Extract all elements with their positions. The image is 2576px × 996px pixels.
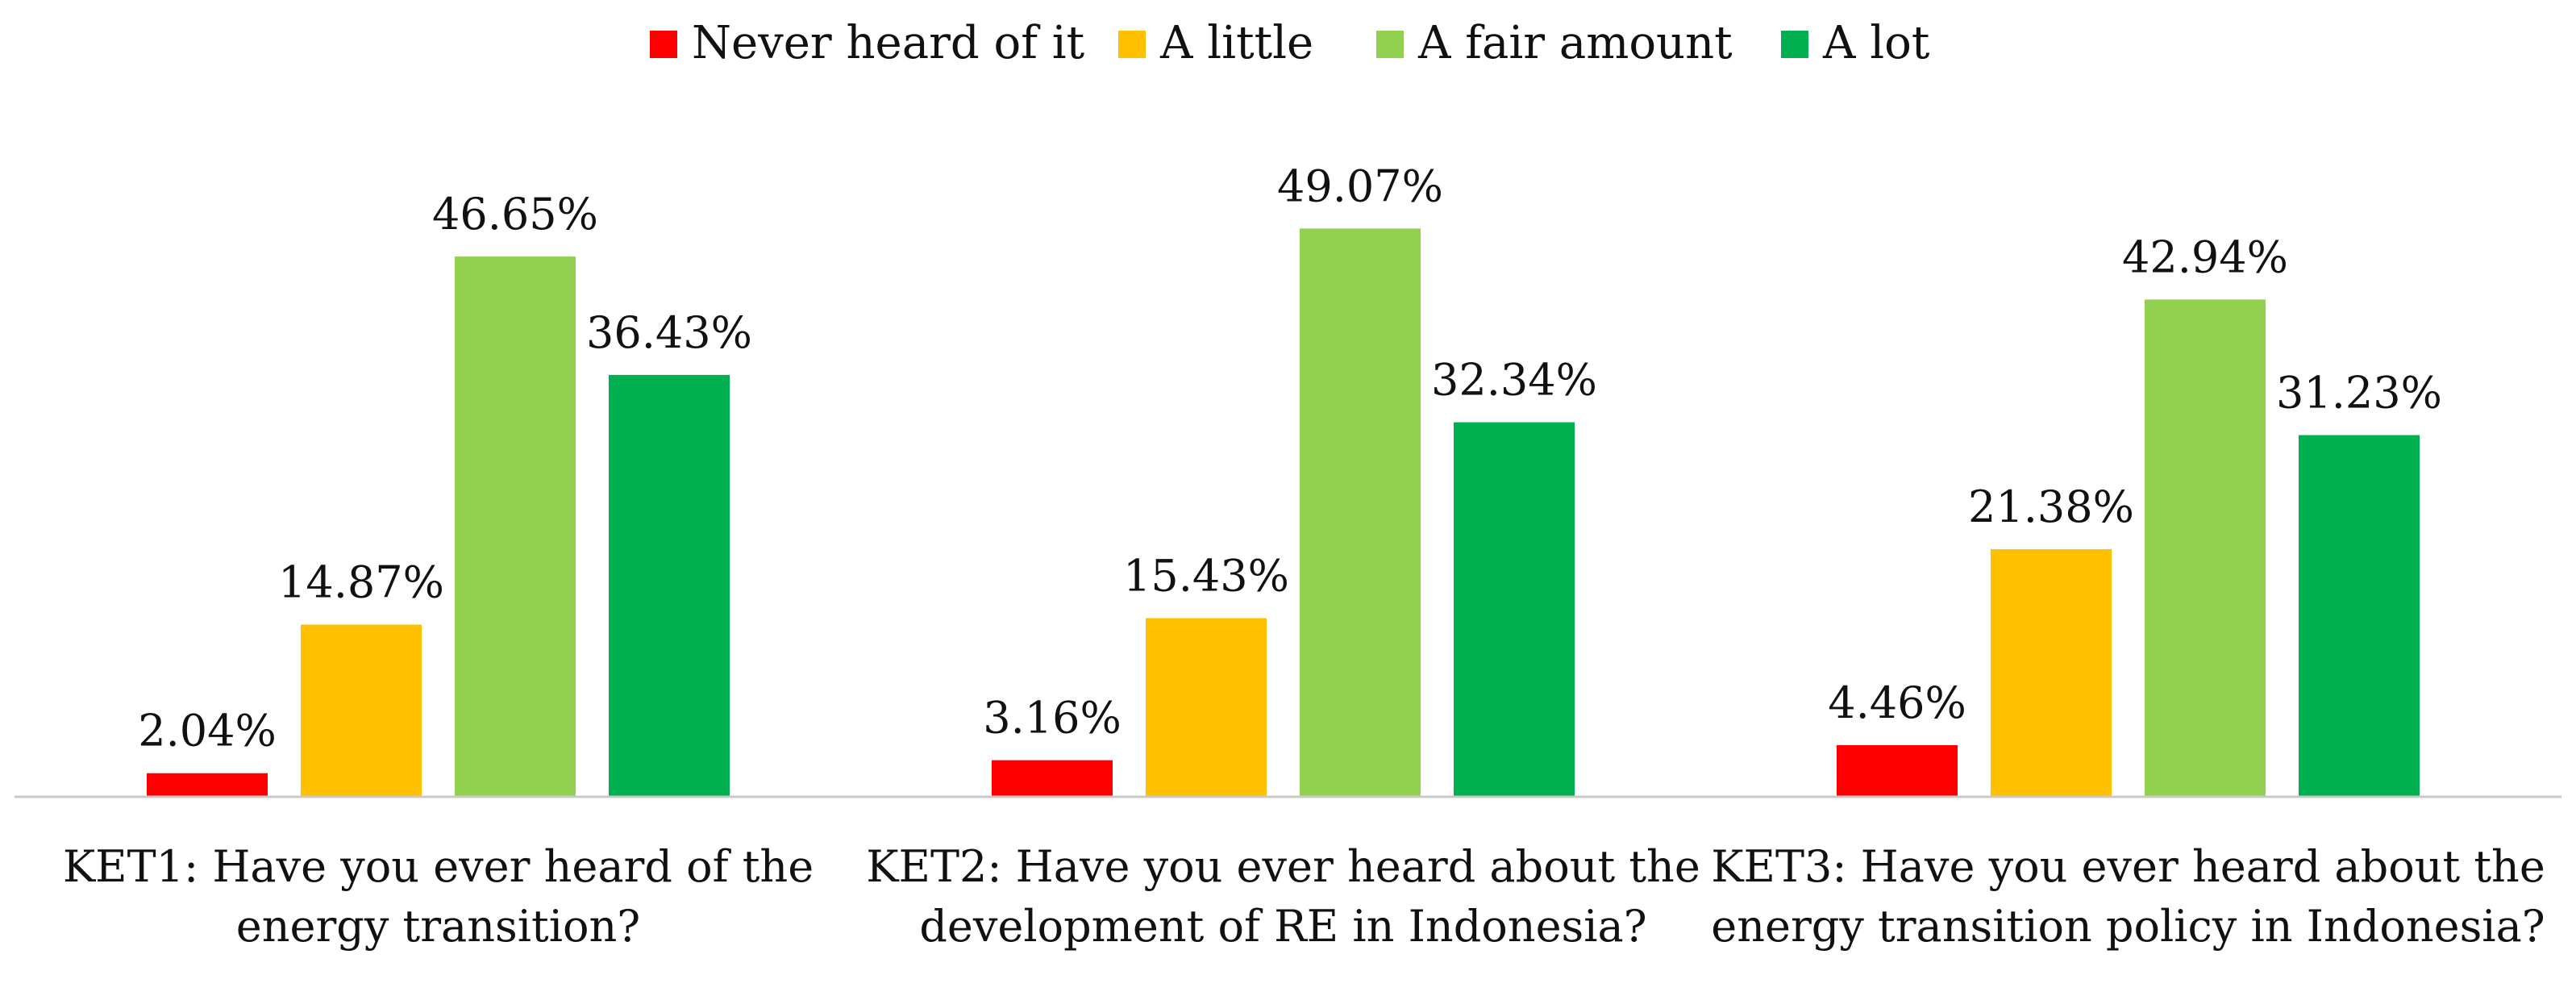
data-label-2-4: 32.34% xyxy=(1431,355,1597,406)
legend-swatch-1 xyxy=(650,31,677,58)
category-label-3-line-2: energy transition policy in Indonesia? xyxy=(1711,901,2545,952)
bar-3-3 xyxy=(2145,299,2266,797)
category-label-3-line-1: KET3: Have you ever heard about the xyxy=(1711,841,2545,892)
bar-3-4 xyxy=(2299,435,2420,797)
data-label-2-1: 3.16% xyxy=(983,693,1122,744)
data-label-2-2: 15.43% xyxy=(1123,550,1289,601)
legend-label-4: A lot xyxy=(1822,17,1930,69)
legend-swatch-2 xyxy=(1118,31,1146,58)
data-label-3-4: 31.23% xyxy=(2276,368,2442,419)
legend-label-1: Never heard of it xyxy=(692,17,1085,69)
data-label-3-2: 21.38% xyxy=(1968,481,2134,532)
legend: Never heard of it A little A fair amount A … xyxy=(650,17,1930,69)
bar-1-3 xyxy=(455,256,576,798)
data-label-3-3: 42.94% xyxy=(2122,231,2288,282)
data-label-3-1: 4.46% xyxy=(1828,677,1966,728)
bar-group xyxy=(147,228,2420,798)
category-label-2-line-2: development of RE in Indonesia? xyxy=(919,901,1646,952)
legend-label-3: A fair amount xyxy=(1417,17,1733,69)
category-labels: KET1: Have you ever heard of the energy t… xyxy=(63,841,2545,952)
bar-3-1 xyxy=(1837,744,1958,797)
bar-2-3 xyxy=(1300,228,1421,797)
category-label-2-line-1: KET2: Have you ever heard about the xyxy=(866,841,1700,892)
bar-1-1 xyxy=(147,773,268,797)
category-label-1-line-2: energy transition? xyxy=(236,901,640,952)
bar-2-2 xyxy=(1146,618,1267,797)
bar-1-2 xyxy=(301,624,422,797)
bar-1-4 xyxy=(609,374,730,797)
legend-label-2: A little xyxy=(1159,17,1313,69)
bar-2-4 xyxy=(1454,422,1575,797)
data-label-2-3: 49.07% xyxy=(1277,160,1443,211)
bar-2-1 xyxy=(992,760,1113,797)
category-label-1-line-1: KET1: Have you ever heard of the xyxy=(63,841,814,892)
data-label-1-1: 2.04% xyxy=(138,706,277,756)
data-label-1-2: 14.87% xyxy=(278,556,444,607)
legend-swatch-4 xyxy=(1781,31,1808,58)
data-labels: 2.04% 3.16% 4.46% 14.87% 15.43% 21.38% 46.65% 4… xyxy=(138,160,2442,756)
data-label-1-4: 36.43% xyxy=(586,307,752,358)
data-label-1-3: 46.65% xyxy=(432,189,598,240)
legend-swatch-3 xyxy=(1376,31,1404,58)
bar-3-2 xyxy=(1991,548,2112,797)
